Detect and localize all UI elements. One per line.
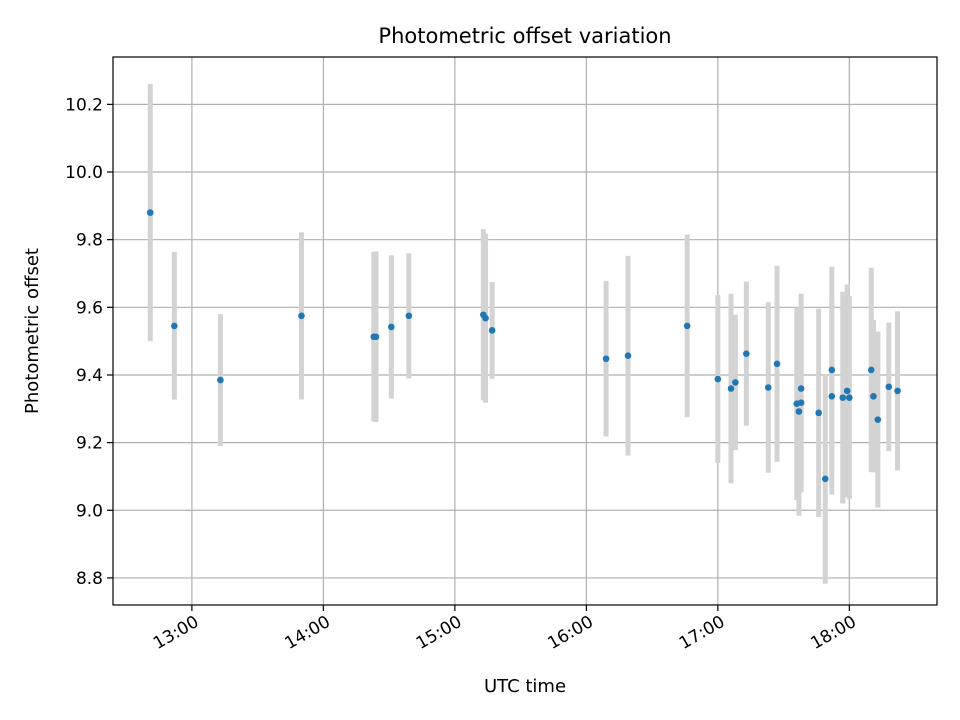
data-points xyxy=(146,209,901,483)
data-point xyxy=(602,355,610,363)
data-point xyxy=(874,416,882,423)
grid xyxy=(113,57,937,605)
data-point xyxy=(839,394,847,401)
x-tick-label: 16:00 xyxy=(544,612,596,654)
data-point xyxy=(870,392,877,400)
plot-frame xyxy=(112,56,938,606)
data-point xyxy=(298,312,305,320)
x-axis-ticks: 13:00 14:00 15:00 16:00 17:00 18:00 xyxy=(150,605,860,654)
data-point xyxy=(217,376,224,384)
x-axis-title: UTC time xyxy=(484,676,566,697)
data-point xyxy=(727,385,735,392)
data-point xyxy=(488,327,496,334)
data-point xyxy=(732,379,739,386)
data-point xyxy=(146,209,154,216)
data-point xyxy=(828,366,836,374)
data-point xyxy=(797,399,805,407)
data-point xyxy=(482,314,489,322)
y-tick-label: 9.4 xyxy=(76,366,103,386)
y-axis-title: Photometric offset xyxy=(22,248,43,414)
x-tick-label: 13:00 xyxy=(150,612,202,654)
data-point xyxy=(828,392,836,400)
data-point xyxy=(388,323,395,331)
y-tick-label: 8.8 xyxy=(76,569,103,589)
data-point xyxy=(743,350,750,357)
y-tick-label: 9.6 xyxy=(76,298,103,318)
data-point xyxy=(815,409,822,417)
y-tick-label: 9.0 xyxy=(76,501,103,521)
data-point xyxy=(683,322,691,330)
x-tick-label: 15:00 xyxy=(413,612,465,654)
x-tick-label: 18:00 xyxy=(807,612,859,654)
data-point xyxy=(867,366,875,374)
data-point xyxy=(773,360,781,368)
data-point xyxy=(795,408,803,415)
data-point xyxy=(894,387,901,395)
y-tick-label: 9.2 xyxy=(76,434,103,454)
data-point xyxy=(405,312,413,320)
data-point xyxy=(846,394,853,401)
y-tick-label: 10.0 xyxy=(65,163,103,183)
data-point xyxy=(885,383,893,391)
x-tick-label: 14:00 xyxy=(281,612,333,654)
data-point xyxy=(843,387,851,395)
data-point xyxy=(821,475,829,483)
data-point xyxy=(797,385,805,392)
y-axis-ticks: 8.8 9.0 9.2 9.4 9.6 9.8 10.0 10.2 xyxy=(65,95,113,589)
x-tick-label: 17:00 xyxy=(676,612,728,654)
data-point xyxy=(764,384,772,391)
chart-title: Photometric offset variation xyxy=(378,24,671,48)
data-point xyxy=(372,333,380,341)
data-point xyxy=(624,352,632,359)
data-point xyxy=(171,322,178,330)
error-bars xyxy=(147,84,901,584)
y-tick-label: 10.2 xyxy=(65,95,103,115)
y-tick-label: 9.8 xyxy=(76,231,103,251)
data-point xyxy=(714,375,722,383)
